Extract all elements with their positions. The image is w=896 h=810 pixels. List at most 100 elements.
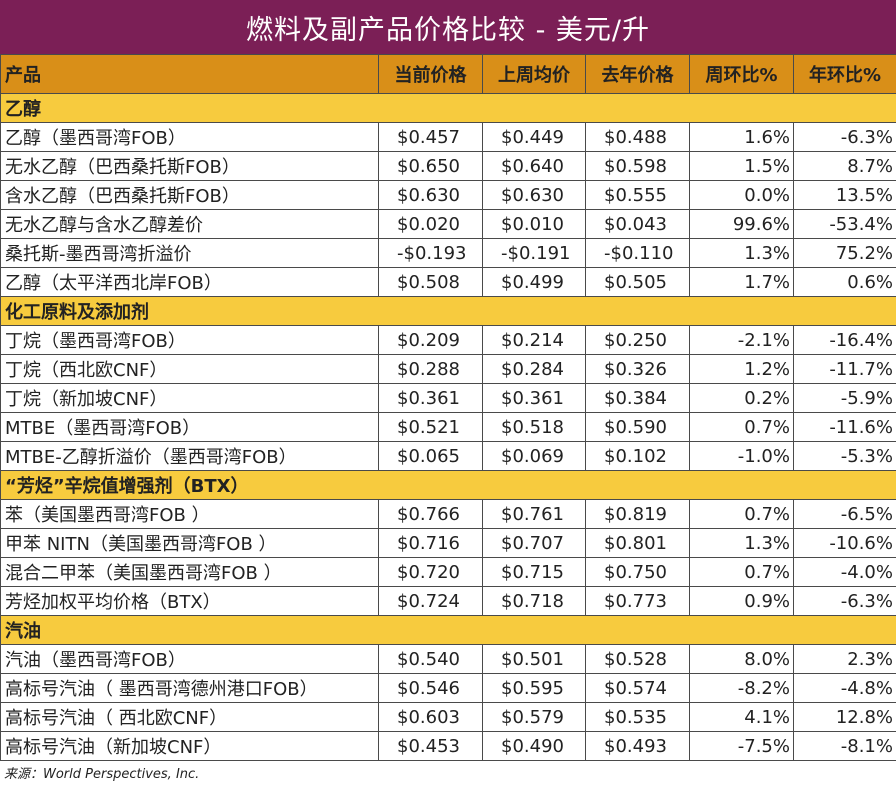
year-change-cell: -4.8%	[793, 673, 896, 703]
last-year-price-cell: $0.043	[585, 209, 690, 239]
last-week-avg-cell: $0.490	[482, 731, 586, 761]
section-row: 乙醇	[0, 93, 896, 123]
week-change-cell: 0.7%	[689, 412, 794, 442]
year-change-cell: -5.3%	[793, 441, 896, 471]
last-week-avg-cell: $0.069	[482, 441, 586, 471]
last-week-avg-cell: $0.010	[482, 209, 586, 239]
current-price-cell: $0.546	[378, 673, 483, 703]
year-change-cell: 8.7%	[793, 151, 896, 181]
last-year-price-cell: $0.102	[585, 441, 690, 471]
last-week-avg-cell: $0.761	[482, 499, 586, 529]
week-change-cell: 0.7%	[689, 557, 794, 587]
last-year-price-cell: $0.801	[585, 528, 690, 558]
week-change-cell: 1.3%	[689, 528, 794, 558]
current-price-cell: $0.540	[378, 644, 483, 674]
header-year-change: 年环比%	[793, 54, 896, 94]
table-row: MTBE（墨西哥湾FOB） $0.521 $0.518 $0.590 0.7% -11.6…	[0, 412, 896, 442]
current-price-cell: $0.020	[378, 209, 483, 239]
current-price-cell: $0.521	[378, 412, 483, 442]
table-row: 乙醇（墨西哥湾FOB） $0.457 $0.449 $0.488 1.6% -6.3%	[0, 122, 896, 152]
last-year-price-cell: $0.773	[585, 586, 690, 616]
table-row: 丁烷（西北欧CNF） $0.288 $0.284 $0.326 1.2% -11.7%	[0, 354, 896, 384]
current-price-cell: $0.720	[378, 557, 483, 587]
week-change-cell: -8.2%	[689, 673, 794, 703]
year-change-cell: -11.6%	[793, 412, 896, 442]
last-year-price-cell: $0.750	[585, 557, 690, 587]
current-price-cell: $0.065	[378, 441, 483, 471]
price-table: 产品 当前价格 上周均价 去年价格 周环比% 年环比% 乙醇 乙醇（墨西哥湾FOB…	[0, 54, 896, 761]
week-change-cell: 0.0%	[689, 180, 794, 210]
table-row: 汽油（墨西哥湾FOB） $0.540 $0.501 $0.528 8.0% 2.3%	[0, 644, 896, 674]
table-row: 丁烷（新加坡CNF） $0.361 $0.361 $0.384 0.2% -5.9%	[0, 383, 896, 413]
year-change-cell: 13.5%	[793, 180, 896, 210]
year-change-cell: -16.4%	[793, 325, 896, 355]
week-change-cell: 8.0%	[689, 644, 794, 674]
header-current-price: 当前价格	[378, 54, 483, 94]
last-year-price-cell: $0.555	[585, 180, 690, 210]
product-cell: 苯（美国墨西哥湾FOB ）	[0, 499, 379, 529]
last-week-avg-cell: $0.501	[482, 644, 586, 674]
product-cell: 含水乙醇（巴西桑托斯FOB）	[0, 180, 379, 210]
header-week-change: 周环比%	[689, 54, 794, 94]
section-title: 汽油	[0, 615, 896, 645]
year-change-cell: -11.7%	[793, 354, 896, 384]
current-price-cell: $0.766	[378, 499, 483, 529]
current-price-cell: $0.630	[378, 180, 483, 210]
last-year-price-cell: $0.326	[585, 354, 690, 384]
last-week-avg-cell: $0.214	[482, 325, 586, 355]
product-cell: 高标号汽油（新加坡CNF）	[0, 731, 379, 761]
product-cell: MTBE-乙醇折溢价（墨西哥湾FOB）	[0, 441, 379, 471]
table-row: 高标号汽油（新加坡CNF） $0.453 $0.490 $0.493 -7.5% -8.1…	[0, 731, 896, 761]
current-price-cell: $0.724	[378, 586, 483, 616]
year-change-cell: -6.3%	[793, 586, 896, 616]
week-change-cell: 4.1%	[689, 702, 794, 732]
year-change-cell: -10.6%	[793, 528, 896, 558]
product-cell: 无水乙醇（巴西桑托斯FOB）	[0, 151, 379, 181]
week-change-cell: 1.5%	[689, 151, 794, 181]
product-cell: 丁烷（墨西哥湾FOB）	[0, 325, 379, 355]
product-cell: 混合二甲苯（美国墨西哥湾FOB ）	[0, 557, 379, 587]
week-change-cell: -2.1%	[689, 325, 794, 355]
last-year-price-cell: $0.384	[585, 383, 690, 413]
week-change-cell: -7.5%	[689, 731, 794, 761]
product-cell: 高标号汽油（ 墨西哥湾德州港口FOB）	[0, 673, 379, 703]
week-change-cell: -1.0%	[689, 441, 794, 471]
product-cell: 汽油（墨西哥湾FOB）	[0, 644, 379, 674]
current-price-cell: $0.453	[378, 731, 483, 761]
last-week-avg-cell: $0.449	[482, 122, 586, 152]
table-row: 无水乙醇（巴西桑托斯FOB） $0.650 $0.640 $0.598 1.5% 8.7%	[0, 151, 896, 181]
week-change-cell: 1.3%	[689, 238, 794, 268]
current-price-cell: $0.508	[378, 267, 483, 297]
last-week-avg-cell: $0.499	[482, 267, 586, 297]
table-row: 甲苯 NITN（美国墨西哥湾FOB ） $0.716 $0.707 $0.801 1.3…	[0, 528, 896, 558]
year-change-cell: -6.5%	[793, 499, 896, 529]
table-row: 苯（美国墨西哥湾FOB ） $0.766 $0.761 $0.819 0.7% -6.5%	[0, 499, 896, 529]
section-title: 乙醇	[0, 93, 896, 123]
last-year-price-cell: $0.535	[585, 702, 690, 732]
last-year-price-cell: $0.493	[585, 731, 690, 761]
current-price-cell: $0.209	[378, 325, 483, 355]
table-row: 混合二甲苯（美国墨西哥湾FOB ） $0.720 $0.715 $0.750 0.7% -…	[0, 557, 896, 587]
table-body: 乙醇 乙醇（墨西哥湾FOB） $0.457 $0.449 $0.488 1.6% -6.3%…	[0, 93, 896, 761]
header-product: 产品	[0, 54, 379, 94]
product-cell: 高标号汽油（ 西北欧CNF）	[0, 702, 379, 732]
last-year-price-cell: $0.250	[585, 325, 690, 355]
product-cell: 丁烷（新加坡CNF）	[0, 383, 379, 413]
table-row: 乙醇（太平洋西北岸FOB） $0.508 $0.499 $0.505 1.7% 0.6%	[0, 267, 896, 297]
year-change-cell: 2.3%	[793, 644, 896, 674]
product-cell: 丁烷（西北欧CNF）	[0, 354, 379, 384]
table-row: MTBE-乙醇折溢价（墨西哥湾FOB） $0.065 $0.069 $0.102 -1.…	[0, 441, 896, 471]
product-cell: 甲苯 NITN（美国墨西哥湾FOB ）	[0, 528, 379, 558]
year-change-cell: -4.0%	[793, 557, 896, 587]
product-cell: 乙醇（墨西哥湾FOB）	[0, 122, 379, 152]
week-change-cell: 1.2%	[689, 354, 794, 384]
table-row: 高标号汽油（ 西北欧CNF） $0.603 $0.579 $0.535 4.1% 12.8…	[0, 702, 896, 732]
header-last-year-price: 去年价格	[585, 54, 690, 94]
table-row: 无水乙醇与含水乙醇差价 $0.020 $0.010 $0.043 99.6% -53.4%	[0, 209, 896, 239]
section-row: 化工原料及添加剂	[0, 296, 896, 326]
current-price-cell: $0.361	[378, 383, 483, 413]
last-week-avg-cell: $0.595	[482, 673, 586, 703]
year-change-cell: -6.3%	[793, 122, 896, 152]
week-change-cell: 0.7%	[689, 499, 794, 529]
week-change-cell: 0.2%	[689, 383, 794, 413]
